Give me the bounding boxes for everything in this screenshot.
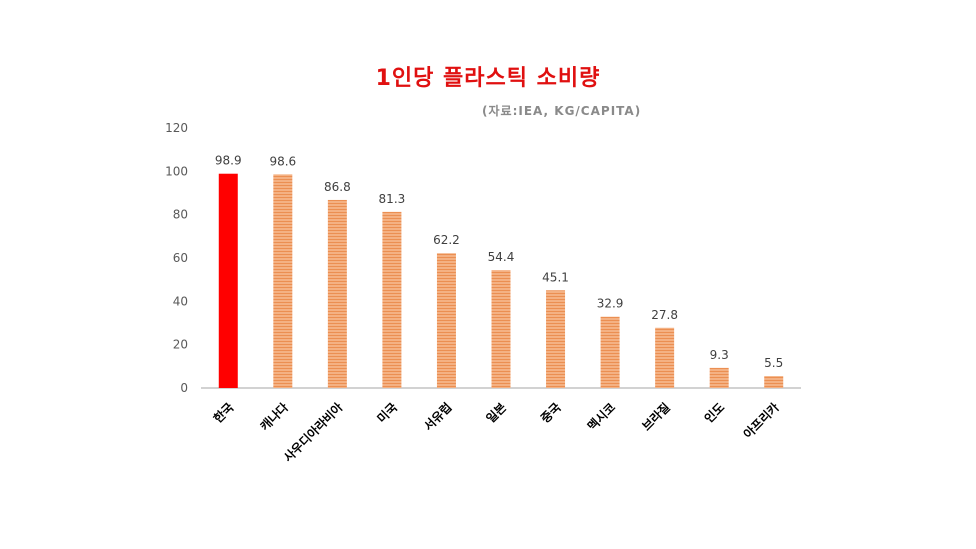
bar-1 (273, 174, 293, 388)
y-tick-label: 120 (165, 121, 188, 135)
bar-4 (436, 253, 456, 388)
data-label: 54.4 (488, 250, 515, 264)
x-category-label: 멕시코 (584, 400, 618, 434)
data-label: 5.5 (764, 356, 783, 370)
x-category-label: 일본 (484, 400, 510, 426)
y-axis-tick-labels: 0 20 40 60 80 100 120 (165, 121, 188, 395)
bar-0 (218, 173, 238, 388)
x-category-label: 인도 (701, 400, 727, 426)
x-category-label: 한국 (210, 400, 236, 426)
bar-3 (382, 211, 402, 388)
y-tick-label: 100 (165, 164, 188, 178)
y-tick-label: 20 (173, 338, 188, 352)
y-tick-label: 40 (173, 294, 188, 308)
bar-9 (709, 367, 729, 388)
bar-8 (655, 327, 675, 388)
bar-2 (327, 199, 347, 388)
chart-title: 1인당 플라스틱 소비량 (375, 66, 601, 91)
bar-6 (546, 290, 566, 388)
data-labels: 98.9 98.6 86.8 81.3 62.2 54.4 45.1 32.9 27.8 9.3 5… (215, 154, 783, 370)
chart-subtitle: (자료:IEA, KG/CAPITA) (482, 104, 642, 118)
bar-10 (764, 376, 784, 388)
data-label: 62.2 (433, 233, 460, 247)
x-category-label: 미국 (374, 400, 400, 426)
data-label: 81.3 (379, 192, 406, 206)
y-tick-label: 80 (173, 208, 188, 222)
bar-7 (600, 316, 620, 388)
x-category-label: 캐나다 (257, 400, 291, 434)
x-category-label: 아프리카 (740, 400, 782, 442)
data-label: 27.8 (651, 308, 678, 322)
x-category-label: 서유럽 (421, 400, 455, 434)
bar-5 (491, 270, 511, 388)
x-category-label: 브라질 (639, 400, 673, 434)
data-label: 9.3 (710, 348, 729, 362)
data-label: 45.1 (542, 270, 569, 284)
y-tick-label: 0 (180, 381, 188, 395)
data-label: 98.9 (215, 154, 242, 168)
data-label: 32.9 (597, 297, 624, 311)
bar-series (218, 173, 784, 388)
y-tick-label: 60 (173, 251, 188, 265)
data-label: 98.6 (269, 154, 296, 168)
x-category-label: 중국 (538, 400, 564, 426)
data-label: 86.8 (324, 180, 351, 194)
